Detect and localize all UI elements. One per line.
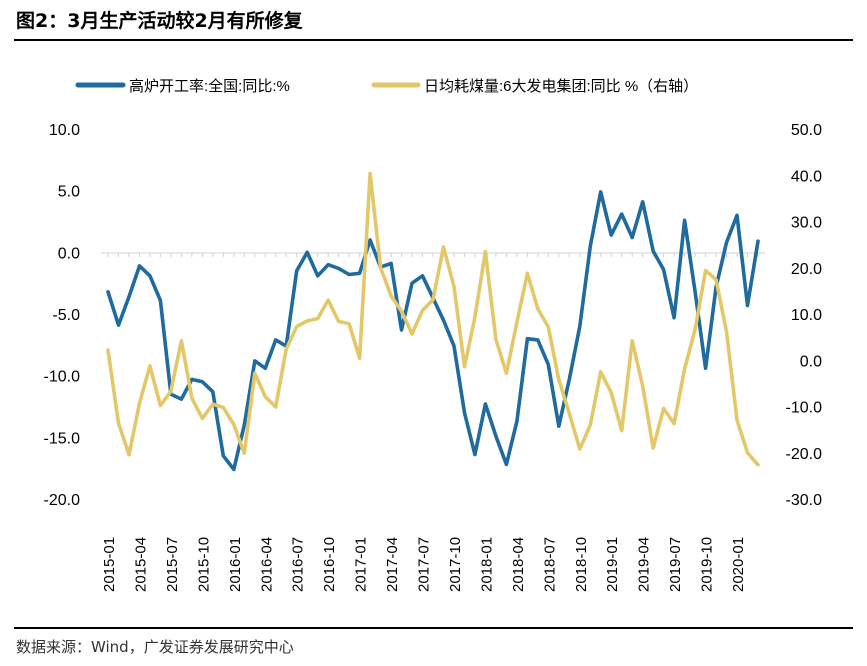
y-right-tick-label: -20.0 bbox=[786, 446, 823, 463]
y-left-tick-label: -15.0 bbox=[44, 430, 81, 447]
y-right-tick-label: 30.0 bbox=[791, 215, 822, 232]
x-tick-label: 2016-10 bbox=[321, 537, 338, 592]
y-left-tick-label: -20.0 bbox=[44, 492, 81, 509]
x-tick-label: 2017-04 bbox=[384, 537, 401, 592]
x-tick-label: 2019-07 bbox=[667, 537, 684, 592]
y-left-tick-label: -5.0 bbox=[52, 307, 80, 324]
legend-label-coal: 日均耗煤量:6大发电集团:同比 %（右轴） bbox=[424, 78, 698, 95]
x-tick-label: 2016-04 bbox=[258, 537, 275, 592]
y-left-tick-label: -10.0 bbox=[44, 369, 81, 386]
x-tick-label: 2018-01 bbox=[478, 537, 495, 592]
x-tick-label: 2016-01 bbox=[227, 537, 244, 592]
legend-label-blast-furnace: 高炉开工率:全国:同比:% bbox=[129, 77, 290, 95]
y-right-tick-label: -30.0 bbox=[786, 492, 823, 509]
y-right-tick-label: 40.0 bbox=[791, 168, 822, 185]
source-note: 数据来源：Wind，广发证券发展研究中心 bbox=[16, 638, 294, 656]
y-right-tick-label: 0.0 bbox=[800, 353, 822, 370]
y-left-tick-label: 10.0 bbox=[49, 122, 80, 139]
x-tick-label: 2015-04 bbox=[132, 537, 149, 592]
x-tick-label: 2019-04 bbox=[636, 537, 653, 592]
y-right-tick-label: -10.0 bbox=[786, 400, 823, 417]
x-tick-label: 2017-01 bbox=[353, 537, 370, 592]
chart-legend: 高炉开工率:全国:同比:% 日均耗煤量:6大发电集团:同比 %（右轴） bbox=[75, 77, 698, 95]
x-tick-label: 2015-01 bbox=[101, 537, 118, 592]
x-tick-label: 2018-10 bbox=[573, 537, 590, 592]
plot-area: 10.0 5.0 0.0 -5.0 -10.0 -15.0 -20.0 50.0 40.0 30.… bbox=[44, 122, 823, 592]
x-tick-label: 2017-10 bbox=[447, 537, 464, 592]
y-left-tick-label: 5.0 bbox=[58, 184, 80, 201]
x-tick-label: 2019-01 bbox=[604, 537, 621, 592]
y-right-tick-label: 20.0 bbox=[791, 261, 822, 278]
x-tick-label: 2015-07 bbox=[164, 537, 181, 592]
x-tick-label: 2018-07 bbox=[541, 537, 558, 592]
source-rule bbox=[14, 627, 853, 629]
title-rule bbox=[14, 39, 853, 41]
y-right-tick-label: 10.0 bbox=[791, 307, 822, 324]
x-tick-label: 2017-07 bbox=[416, 537, 433, 592]
x-tick-label: 2019-10 bbox=[699, 537, 716, 592]
x-tick-label: 2018-04 bbox=[510, 537, 527, 592]
y-right-tick-label: 50.0 bbox=[791, 122, 822, 139]
figure-title: 图2：3月生产活动较2月有所修复 bbox=[16, 10, 303, 32]
series-line-blast-furnace bbox=[106, 190, 760, 472]
x-tick-label: 2015-10 bbox=[195, 537, 212, 592]
x-tick-label: 2020-01 bbox=[730, 537, 747, 592]
series-line-coal bbox=[106, 171, 760, 467]
x-tick-label: 2016-07 bbox=[290, 537, 307, 592]
y-left-tick-label: 0.0 bbox=[58, 245, 80, 262]
